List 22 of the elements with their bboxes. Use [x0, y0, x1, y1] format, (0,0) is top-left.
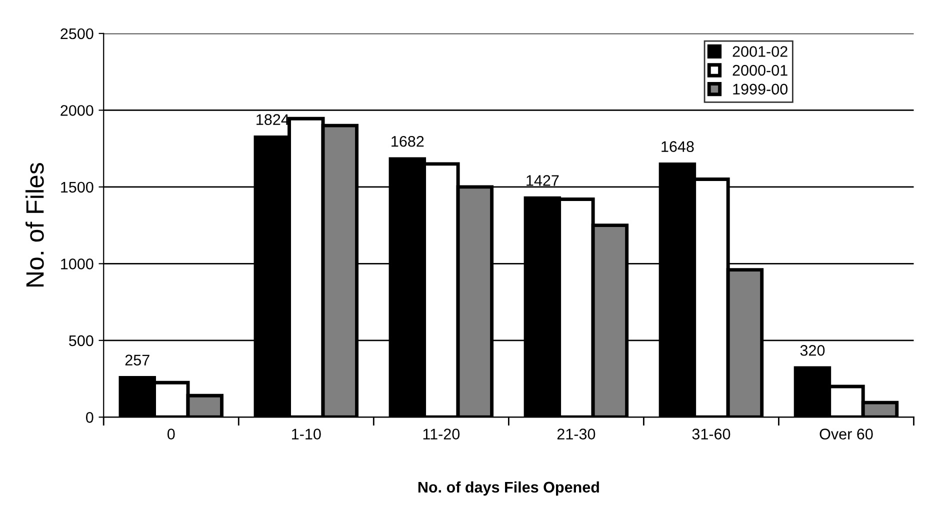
x-axis-title: No. of days Files Opened	[418, 481, 599, 496]
data-label: 1648	[662, 141, 694, 152]
y-tick-label: 1000	[61, 258, 94, 270]
x-tick-label: Over 60	[820, 428, 873, 440]
y-tick-label: 2500	[60, 28, 94, 40]
x-tick-label: 21-30	[557, 428, 596, 440]
data-label: 320	[800, 344, 825, 356]
legend-label: 2001-02	[732, 46, 788, 57]
x-tick-label: 11-20	[423, 428, 460, 440]
legend-label: 2000-01	[732, 64, 788, 76]
data-label: 257	[125, 354, 150, 366]
x-tick-label: 31-60	[692, 428, 730, 440]
y-tick-label: 0	[86, 412, 94, 423]
data-label: 1682	[392, 136, 424, 147]
y-axis-title: No. of Files	[26, 163, 44, 286]
legend-label: 1999-00	[733, 84, 788, 95]
data-label: 1427	[526, 175, 559, 186]
y-tick-label: 1500	[61, 182, 94, 193]
x-tick-label: 1-10	[292, 428, 321, 440]
x-tick-label: 0	[167, 428, 175, 440]
y-tick-label: 2000	[60, 105, 94, 116]
y-tick-label: 500	[69, 335, 94, 346]
